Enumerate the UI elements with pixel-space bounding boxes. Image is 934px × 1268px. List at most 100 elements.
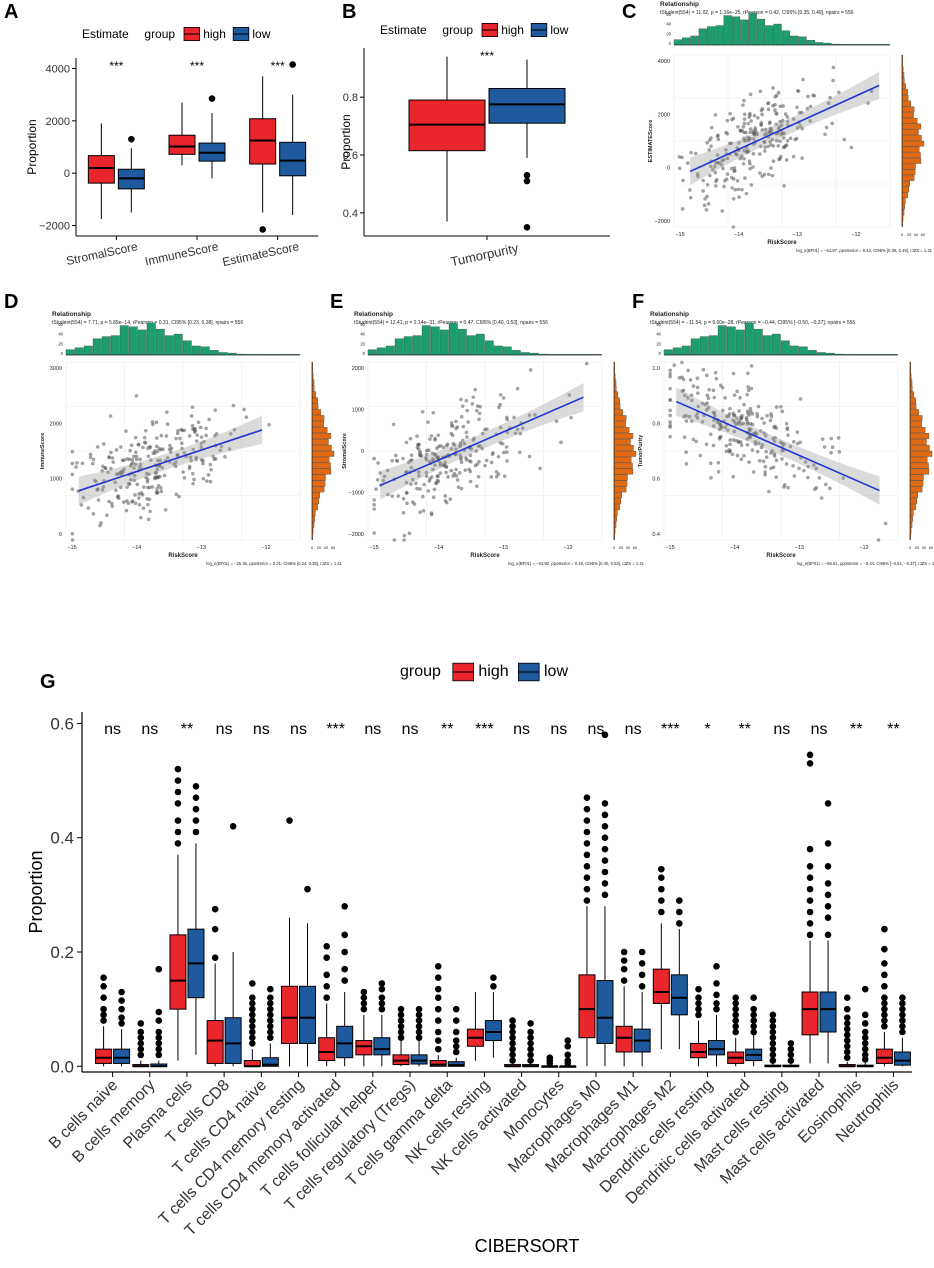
- scatter-point: [404, 440, 409, 445]
- scatter-point: [723, 425, 727, 430]
- panel-g-high-13-outlier: [583, 817, 591, 824]
- scatter-point: [727, 450, 732, 454]
- scatter-point: [459, 397, 463, 402]
- scatter-point: [739, 440, 743, 444]
- top-histogram-bar: [200, 346, 210, 356]
- panel-g-low-6-outlier: [341, 902, 348, 910]
- scatter-point: [451, 441, 456, 446]
- scatter-point: [741, 161, 746, 166]
- top-histogram-bar: [493, 345, 503, 356]
- scatter-point: [187, 464, 192, 469]
- right-histogram-bar: [311, 391, 316, 398]
- scatter-point: [401, 510, 406, 515]
- panel-g-xlabel: CIBERSORT: [475, 1236, 580, 1256]
- right-histogram-bar: [613, 409, 623, 416]
- scatter-point: [129, 443, 134, 447]
- legend-title: group: [400, 663, 441, 680]
- scatter-point: [520, 426, 525, 430]
- scatter-ytick-label: 1000: [352, 408, 364, 414]
- right-histogram-tick: 40: [922, 545, 927, 550]
- scatter-point: [109, 466, 113, 471]
- scatter-point: [420, 409, 425, 414]
- scatter-point: [468, 469, 473, 474]
- scatter-point: [747, 413, 751, 417]
- panel-g-high-21-outlier: [881, 982, 888, 990]
- scatter-point: [764, 449, 768, 454]
- panel-g-high-17-outlier: [732, 1005, 739, 1013]
- panel-a-xtick-label: StromalScore: [65, 239, 139, 268]
- panel-g-low-3-box: [224, 1017, 242, 1064]
- panel-g-low-9-outlier: [452, 1005, 460, 1013]
- scatter-point: [454, 419, 458, 424]
- scatter-point: [776, 143, 781, 148]
- panel-g-high-13-outlier: [583, 862, 591, 870]
- scatter-point: [748, 92, 753, 97]
- scatter-point: [798, 124, 803, 128]
- scatter-point: [869, 89, 874, 94]
- scatter-point: [747, 137, 752, 141]
- scatter-xtick-label: −15: [369, 545, 378, 551]
- panel-g-high-3-outlier: [211, 954, 219, 962]
- scatter-point: [788, 136, 793, 141]
- scatter-point: [137, 502, 142, 507]
- scatter-point: [98, 523, 102, 528]
- legend-title: group: [442, 23, 473, 37]
- scatter-point: [505, 450, 509, 454]
- scatter-point: [410, 458, 414, 462]
- right-histogram-bar: [311, 510, 316, 517]
- panel-g-low-17-outlier: [750, 1005, 757, 1013]
- scatter-point: [759, 445, 764, 450]
- scatter-point: [219, 444, 224, 449]
- scatter-point: [505, 459, 509, 463]
- top-histogram-bar: [529, 352, 539, 356]
- scatter-point: [751, 470, 756, 474]
- panel-g-low-15-outlier: [676, 908, 683, 916]
- scatter-point: [162, 473, 167, 478]
- panel-g-low-4-box: [261, 1057, 279, 1067]
- scatter-point: [401, 456, 405, 461]
- scatter-point: [771, 103, 775, 108]
- panel-g-high-19-outlier: [806, 897, 814, 904]
- scatter-point: [760, 107, 765, 111]
- panel-c-letter: C: [622, 1, 636, 23]
- panel-g-significance: ns: [513, 721, 530, 738]
- top-histogram-bar: [744, 322, 754, 356]
- scatter-point: [207, 417, 211, 422]
- panel-g-low-1-outlier: [155, 1008, 163, 1016]
- scatter-point: [829, 450, 833, 455]
- panel-g-high-13-outlier: [583, 874, 591, 882]
- panel-g-low-4-outlier: [267, 985, 274, 993]
- panel-g-low-19-outlier: [824, 840, 832, 847]
- scatter-point: [772, 439, 777, 444]
- scatter-point: [121, 500, 126, 504]
- scatter-point: [213, 408, 218, 412]
- panel-g-low-14-outlier: [638, 960, 646, 967]
- panel-a-xtick-label: EstimateScore: [221, 239, 301, 269]
- scatter-point: [705, 183, 710, 187]
- panel-g-significance: ns: [104, 721, 121, 738]
- scatter-point: [192, 477, 196, 482]
- scatter-point: [458, 444, 462, 449]
- scatter-point: [681, 388, 686, 393]
- scatter-point: [791, 117, 796, 121]
- scatter-point: [95, 445, 100, 449]
- scatter-point: [422, 482, 426, 487]
- scatter-point: [132, 473, 137, 478]
- top-histogram-bar: [672, 347, 682, 356]
- scatter-point: [705, 140, 709, 145]
- scatter-point: [464, 458, 469, 462]
- scatter-point: [374, 487, 378, 491]
- top-histogram-bar: [807, 350, 817, 356]
- scatter-point: [778, 104, 783, 109]
- scatter-xtick-label: −12: [851, 232, 860, 238]
- panel-g-low-8-outlier: [415, 1005, 423, 1013]
- scatter-point: [751, 165, 755, 169]
- right-histogram-bar: [613, 462, 633, 469]
- scatter-point: [79, 503, 84, 507]
- scatter-point: [703, 402, 708, 407]
- scatter-point: [147, 472, 151, 477]
- scatter-ytick-label: 1.0: [652, 366, 660, 372]
- scatter-point: [760, 416, 764, 421]
- scatter-title: Relationship: [354, 311, 393, 318]
- panel-g-low-19-outlier: [824, 800, 832, 807]
